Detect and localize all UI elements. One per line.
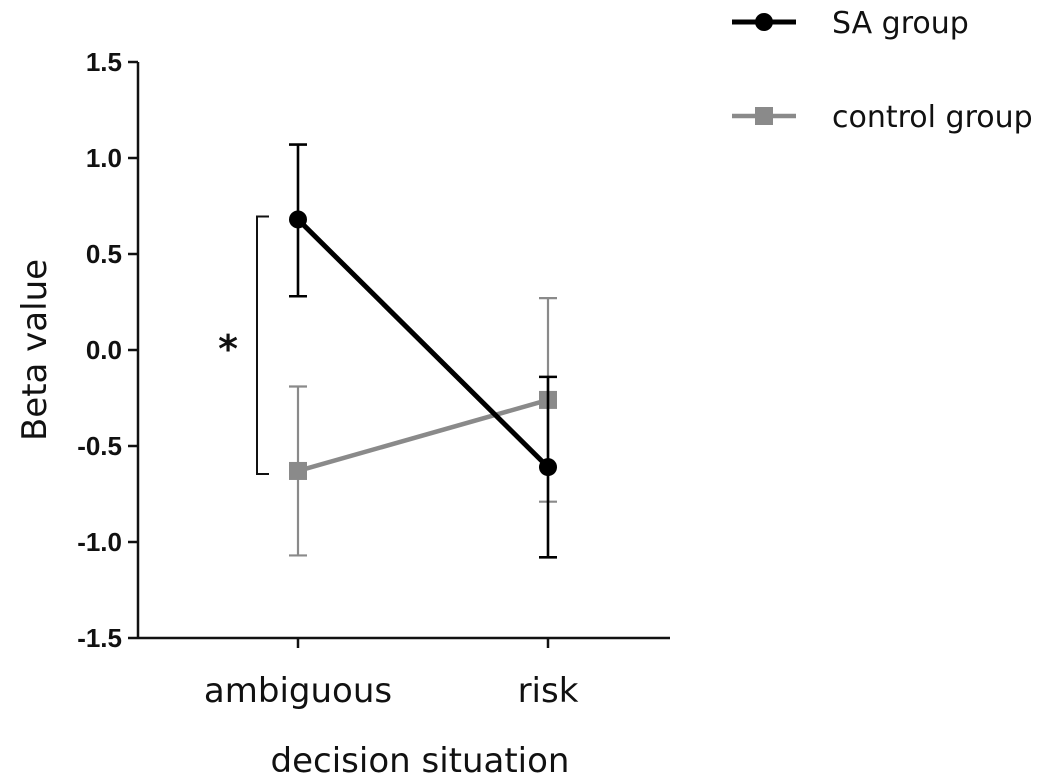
legend: SA group control group — [732, 6, 1033, 135]
legend-label: SA group — [832, 6, 969, 41]
y-tick-label: 0.0 — [86, 335, 122, 365]
x-axis: ambiguous risk — [138, 636, 670, 711]
significance-bracket — [256, 215, 269, 475]
legend-label: control group — [832, 100, 1033, 135]
y-tick-label: -0.5 — [77, 431, 122, 461]
series-control-group — [289, 297, 557, 557]
x-axis-title: decision situation — [271, 741, 570, 780]
legend-marker — [755, 13, 773, 31]
significance-mark: * — [218, 327, 238, 371]
series-line — [297, 397, 549, 474]
legend-marker — [755, 107, 773, 125]
series-sa-group — [289, 143, 557, 559]
y-axis: 1.5 1.0 0.5 0.0 -0.5 -1.0 -1.5 — [77, 47, 140, 653]
y-axis-title: Beta value — [15, 259, 55, 441]
y-tick-label: 1.0 — [86, 143, 122, 173]
y-tick-label: 0.5 — [86, 239, 122, 269]
y-tick-label: -1.0 — [77, 527, 122, 557]
x-tick-label: ambiguous — [204, 671, 392, 711]
y-tick-label: -1.5 — [77, 623, 122, 653]
data-point — [539, 458, 557, 477]
data-point — [289, 461, 307, 480]
series-line — [296, 217, 550, 469]
legend-item: SA group — [732, 6, 969, 41]
legend-item: control group — [732, 100, 1033, 135]
data-point — [289, 210, 307, 229]
series-group — [289, 143, 557, 559]
bracket-line — [256, 215, 269, 475]
x-tick-label: risk — [518, 671, 579, 711]
y-tick-label: 1.5 — [86, 47, 122, 77]
